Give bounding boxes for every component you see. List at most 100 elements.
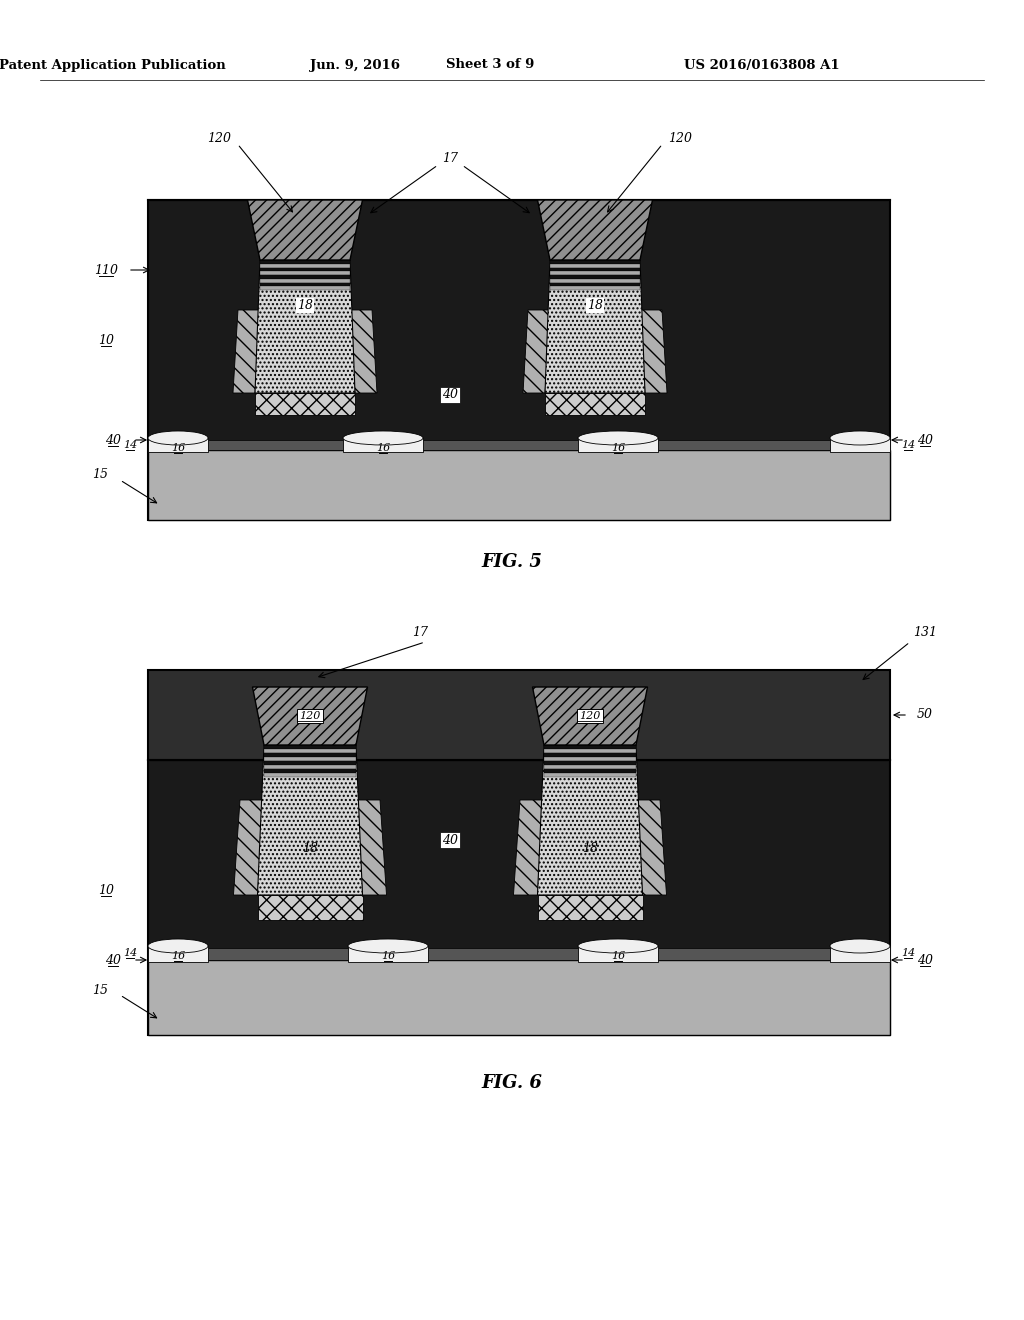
Bar bbox=[550, 275, 640, 279]
Bar bbox=[550, 282, 640, 286]
Bar bbox=[544, 748, 636, 752]
Bar bbox=[544, 752, 636, 756]
Bar bbox=[260, 275, 350, 279]
Text: 16: 16 bbox=[611, 950, 625, 961]
Bar bbox=[148, 671, 890, 760]
Bar bbox=[538, 895, 642, 920]
Text: 40: 40 bbox=[918, 953, 933, 966]
Bar bbox=[550, 271, 640, 275]
Bar bbox=[550, 279, 640, 282]
Text: 40: 40 bbox=[918, 433, 933, 446]
Polygon shape bbox=[253, 686, 368, 744]
Text: Sheet 3 of 9: Sheet 3 of 9 bbox=[445, 58, 535, 71]
Text: 131: 131 bbox=[913, 626, 937, 639]
Text: 17: 17 bbox=[412, 626, 428, 639]
Bar bbox=[348, 946, 428, 962]
Bar bbox=[148, 760, 890, 1035]
Polygon shape bbox=[350, 310, 377, 393]
Text: 120: 120 bbox=[299, 711, 321, 721]
Bar bbox=[148, 201, 890, 520]
Text: FIG. 6: FIG. 6 bbox=[481, 1074, 543, 1092]
Bar bbox=[544, 762, 636, 766]
Bar bbox=[264, 770, 356, 774]
Text: 14: 14 bbox=[123, 948, 137, 958]
Bar bbox=[545, 393, 645, 414]
Text: Patent Application Publication: Patent Application Publication bbox=[0, 58, 225, 71]
Polygon shape bbox=[233, 310, 260, 393]
Text: 18: 18 bbox=[297, 300, 313, 312]
Polygon shape bbox=[640, 310, 667, 393]
Bar bbox=[830, 946, 890, 962]
Bar bbox=[260, 286, 350, 290]
Text: 120: 120 bbox=[208, 132, 231, 144]
Bar bbox=[264, 774, 356, 777]
Text: 110: 110 bbox=[94, 264, 118, 276]
Text: 40: 40 bbox=[442, 833, 458, 846]
Polygon shape bbox=[532, 686, 647, 744]
Bar bbox=[578, 438, 658, 451]
Text: 10: 10 bbox=[98, 883, 114, 896]
Bar bbox=[550, 260, 640, 264]
Text: US 2016/0163808 A1: US 2016/0163808 A1 bbox=[684, 58, 840, 71]
Bar bbox=[264, 744, 356, 748]
Bar bbox=[148, 948, 890, 960]
Bar bbox=[544, 770, 636, 774]
Text: 16: 16 bbox=[171, 444, 185, 453]
Text: 16: 16 bbox=[376, 444, 390, 453]
Text: 40: 40 bbox=[105, 433, 121, 446]
Text: 16: 16 bbox=[381, 950, 395, 961]
Bar bbox=[550, 268, 640, 271]
Text: 50: 50 bbox=[918, 709, 933, 722]
Polygon shape bbox=[538, 744, 642, 895]
Bar bbox=[264, 752, 356, 756]
Ellipse shape bbox=[348, 939, 428, 953]
Text: 14: 14 bbox=[123, 440, 137, 450]
Text: 10: 10 bbox=[98, 334, 114, 346]
Polygon shape bbox=[513, 800, 544, 895]
Bar bbox=[264, 766, 356, 770]
Bar bbox=[260, 264, 350, 268]
Ellipse shape bbox=[578, 432, 658, 445]
Bar bbox=[148, 946, 208, 962]
Ellipse shape bbox=[148, 432, 208, 445]
Bar bbox=[257, 895, 362, 920]
Bar bbox=[148, 450, 890, 520]
Text: 16: 16 bbox=[171, 950, 185, 961]
Text: 15: 15 bbox=[92, 469, 108, 482]
Bar bbox=[260, 279, 350, 282]
Ellipse shape bbox=[148, 939, 208, 953]
Polygon shape bbox=[545, 260, 645, 393]
Bar bbox=[550, 264, 640, 268]
Bar bbox=[264, 762, 356, 766]
Text: 18: 18 bbox=[302, 842, 318, 855]
Bar bbox=[255, 393, 355, 414]
Bar bbox=[578, 946, 658, 962]
Bar bbox=[264, 748, 356, 752]
Text: 17: 17 bbox=[442, 152, 458, 165]
Bar bbox=[148, 440, 890, 450]
Text: 15: 15 bbox=[92, 983, 108, 997]
Bar bbox=[260, 268, 350, 271]
Text: 120: 120 bbox=[669, 132, 692, 144]
Text: 120: 120 bbox=[580, 711, 601, 721]
Polygon shape bbox=[257, 744, 362, 895]
Bar bbox=[260, 260, 350, 264]
Polygon shape bbox=[255, 260, 355, 393]
Text: Jun. 9, 2016: Jun. 9, 2016 bbox=[310, 58, 400, 71]
Bar bbox=[148, 960, 890, 1035]
Ellipse shape bbox=[830, 939, 890, 953]
Text: 18: 18 bbox=[582, 842, 598, 855]
Text: 40: 40 bbox=[442, 388, 458, 401]
Polygon shape bbox=[538, 201, 652, 260]
Polygon shape bbox=[356, 800, 386, 895]
Bar bbox=[544, 774, 636, 777]
Bar bbox=[343, 438, 423, 451]
Text: 14: 14 bbox=[901, 948, 915, 958]
Ellipse shape bbox=[830, 432, 890, 445]
Ellipse shape bbox=[578, 939, 658, 953]
Bar bbox=[544, 766, 636, 770]
Ellipse shape bbox=[343, 432, 423, 445]
Polygon shape bbox=[636, 800, 667, 895]
Text: 14: 14 bbox=[901, 440, 915, 450]
Bar bbox=[550, 286, 640, 290]
